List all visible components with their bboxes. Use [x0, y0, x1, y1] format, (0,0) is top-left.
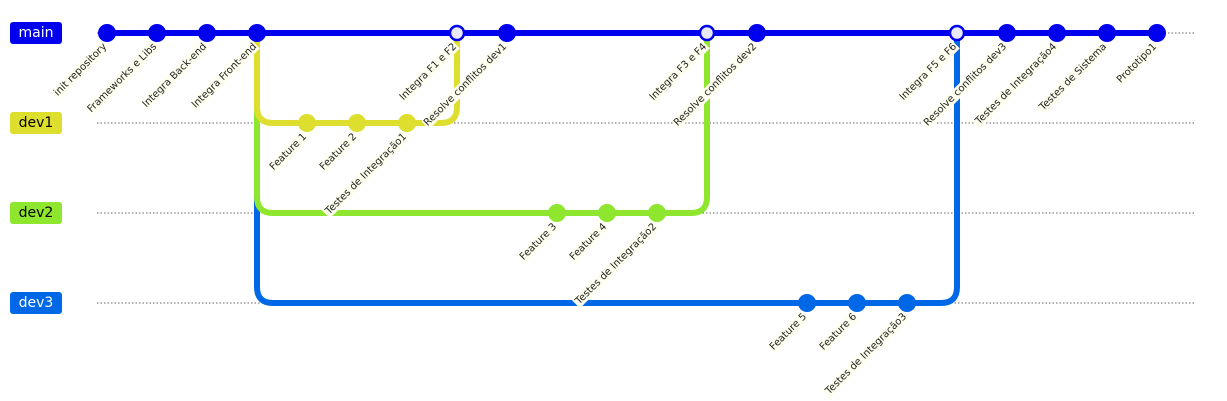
branch-label-dev2[interactable]: dev2	[10, 202, 62, 224]
commit-dot	[248, 24, 266, 42]
branch-label-dev3[interactable]: dev3	[10, 292, 62, 314]
branch-line-dev2	[254, 33, 710, 216]
commit-dot	[1048, 24, 1066, 42]
commit-message-bg	[189, 40, 260, 112]
branch-label-main[interactable]: main	[10, 22, 62, 44]
commit-dot	[498, 24, 516, 42]
commit-dot	[1148, 24, 1166, 42]
commit-message-bg	[421, 40, 510, 130]
commit-dot	[298, 114, 316, 132]
commit-message: Resolve conflitos dev1	[422, 41, 509, 128]
commit-dot	[748, 24, 766, 42]
commit-message-bg	[517, 220, 560, 264]
commit-message-bg	[267, 130, 310, 174]
commit-message-bg	[84, 40, 160, 116]
commit-message-bg	[1036, 40, 1110, 115]
commit-dot	[198, 24, 216, 42]
commit-dot	[898, 294, 916, 312]
commit-message: Feature 4	[568, 221, 609, 262]
merge-commit-dot	[948, 24, 966, 42]
commit-message-bg	[671, 40, 760, 130]
commit-dot	[998, 24, 1016, 42]
commit-message: Testes de Integração2	[573, 221, 659, 307]
commit-dot	[98, 24, 116, 42]
commit-message: Feature 3	[518, 221, 559, 262]
commit-message: Testes de Integração1	[323, 131, 409, 217]
commit-message-bg	[896, 40, 960, 104]
commit-dot	[148, 24, 166, 42]
commit-message-bg	[317, 130, 360, 174]
commit-message: Feature 6	[818, 311, 859, 352]
commit-message: Resolve conflitos dev2	[672, 41, 759, 128]
commit-message: Resolve conflitos dev3	[922, 41, 1009, 128]
commit-message-bg	[972, 40, 1060, 129]
commit-message-bg	[822, 310, 910, 399]
commit-dot	[398, 114, 416, 132]
commit-message: init repository	[52, 41, 109, 98]
commit-message-bg	[567, 220, 610, 264]
commit-message-bg	[322, 130, 410, 219]
commit-dot	[1098, 24, 1116, 42]
merge-commit-dot	[448, 24, 466, 42]
commit-dot	[598, 204, 616, 222]
commit-message-bg	[646, 40, 710, 104]
branch-label-dev1[interactable]: dev1	[10, 112, 62, 134]
commit-message-bg	[1114, 40, 1160, 87]
commit-dot	[548, 204, 566, 222]
commit-message: Feature 2	[318, 131, 359, 172]
commit-message-bg	[921, 40, 1010, 130]
commit-message: Testes de Integração3	[823, 311, 909, 397]
commit-dot	[848, 294, 866, 312]
commit-message: Testes de Integração4	[973, 41, 1059, 127]
commit-message-bg	[572, 220, 660, 309]
merge-commit-dot	[698, 24, 716, 42]
commit-message: Feature 1	[268, 131, 309, 172]
commit-message: Prototipo1	[1115, 41, 1159, 85]
commit-message-bg	[817, 310, 860, 354]
commit-message-bg	[51, 40, 110, 100]
commit-dot	[648, 204, 666, 222]
commit-message-bg	[139, 40, 210, 111]
commit-dot	[348, 114, 366, 132]
commit-message: Feature 5	[768, 311, 809, 352]
branch-line-dev3	[254, 33, 960, 306]
commit-message-bg	[396, 40, 460, 104]
commit-dot	[798, 294, 816, 312]
commit-message-bg	[767, 310, 810, 354]
